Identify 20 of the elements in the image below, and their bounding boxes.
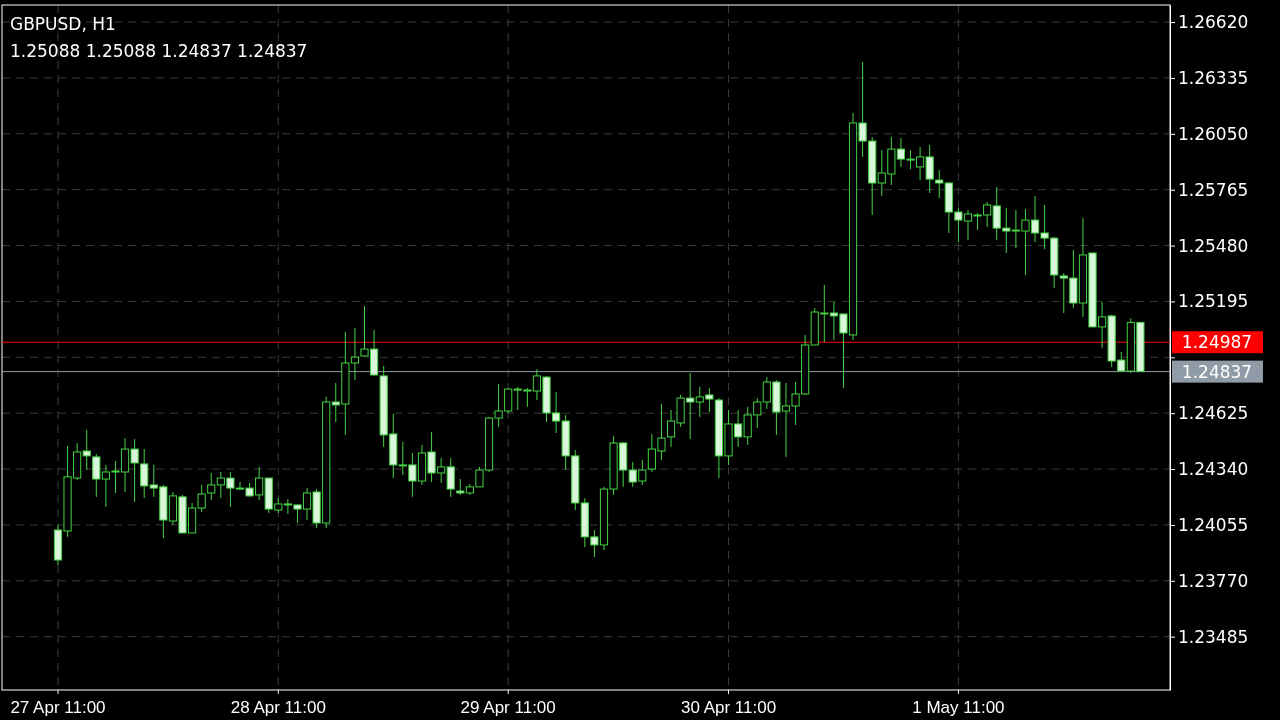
y-tick-label: 1.26620 bbox=[1178, 12, 1249, 32]
ref-line-label: 1.24837 bbox=[1181, 361, 1253, 382]
x-tick-label: 30 Apr 11:00 bbox=[680, 698, 777, 718]
ref-line-label: 1.24987 bbox=[1181, 332, 1253, 353]
y-tick-label: 1.23770 bbox=[1178, 570, 1249, 591]
y-tick-label: 1.23485 bbox=[1178, 626, 1249, 647]
y-tick-label: 1.26335 bbox=[1178, 67, 1249, 88]
text: GBPUSD, H1 bbox=[10, 14, 116, 34]
y-tick-label: 1.24340 bbox=[1178, 458, 1249, 479]
x-tick-label: 28 Apr 11:00 bbox=[230, 698, 326, 718]
y-tick-label: 1.25195 bbox=[1178, 291, 1249, 312]
y-tick-label: 1.24055 bbox=[1178, 514, 1249, 535]
x-tick-label: 29 Apr 11:00 bbox=[460, 698, 556, 718]
x-tick-label: 1 May 11:00 bbox=[912, 698, 1005, 718]
y-tick-label: 1.25765 bbox=[1178, 179, 1249, 200]
annotation: 1.25088 1.25088 1.24837 1.24837 bbox=[10, 41, 308, 61]
x-tick-label: 27 Apr 11:00 bbox=[10, 698, 106, 718]
y-tick-label: 1.24625 bbox=[1178, 403, 1249, 424]
y-tick-label: 1.26050 bbox=[1178, 123, 1249, 144]
y-tick-label: 1.25480 bbox=[1178, 235, 1249, 256]
